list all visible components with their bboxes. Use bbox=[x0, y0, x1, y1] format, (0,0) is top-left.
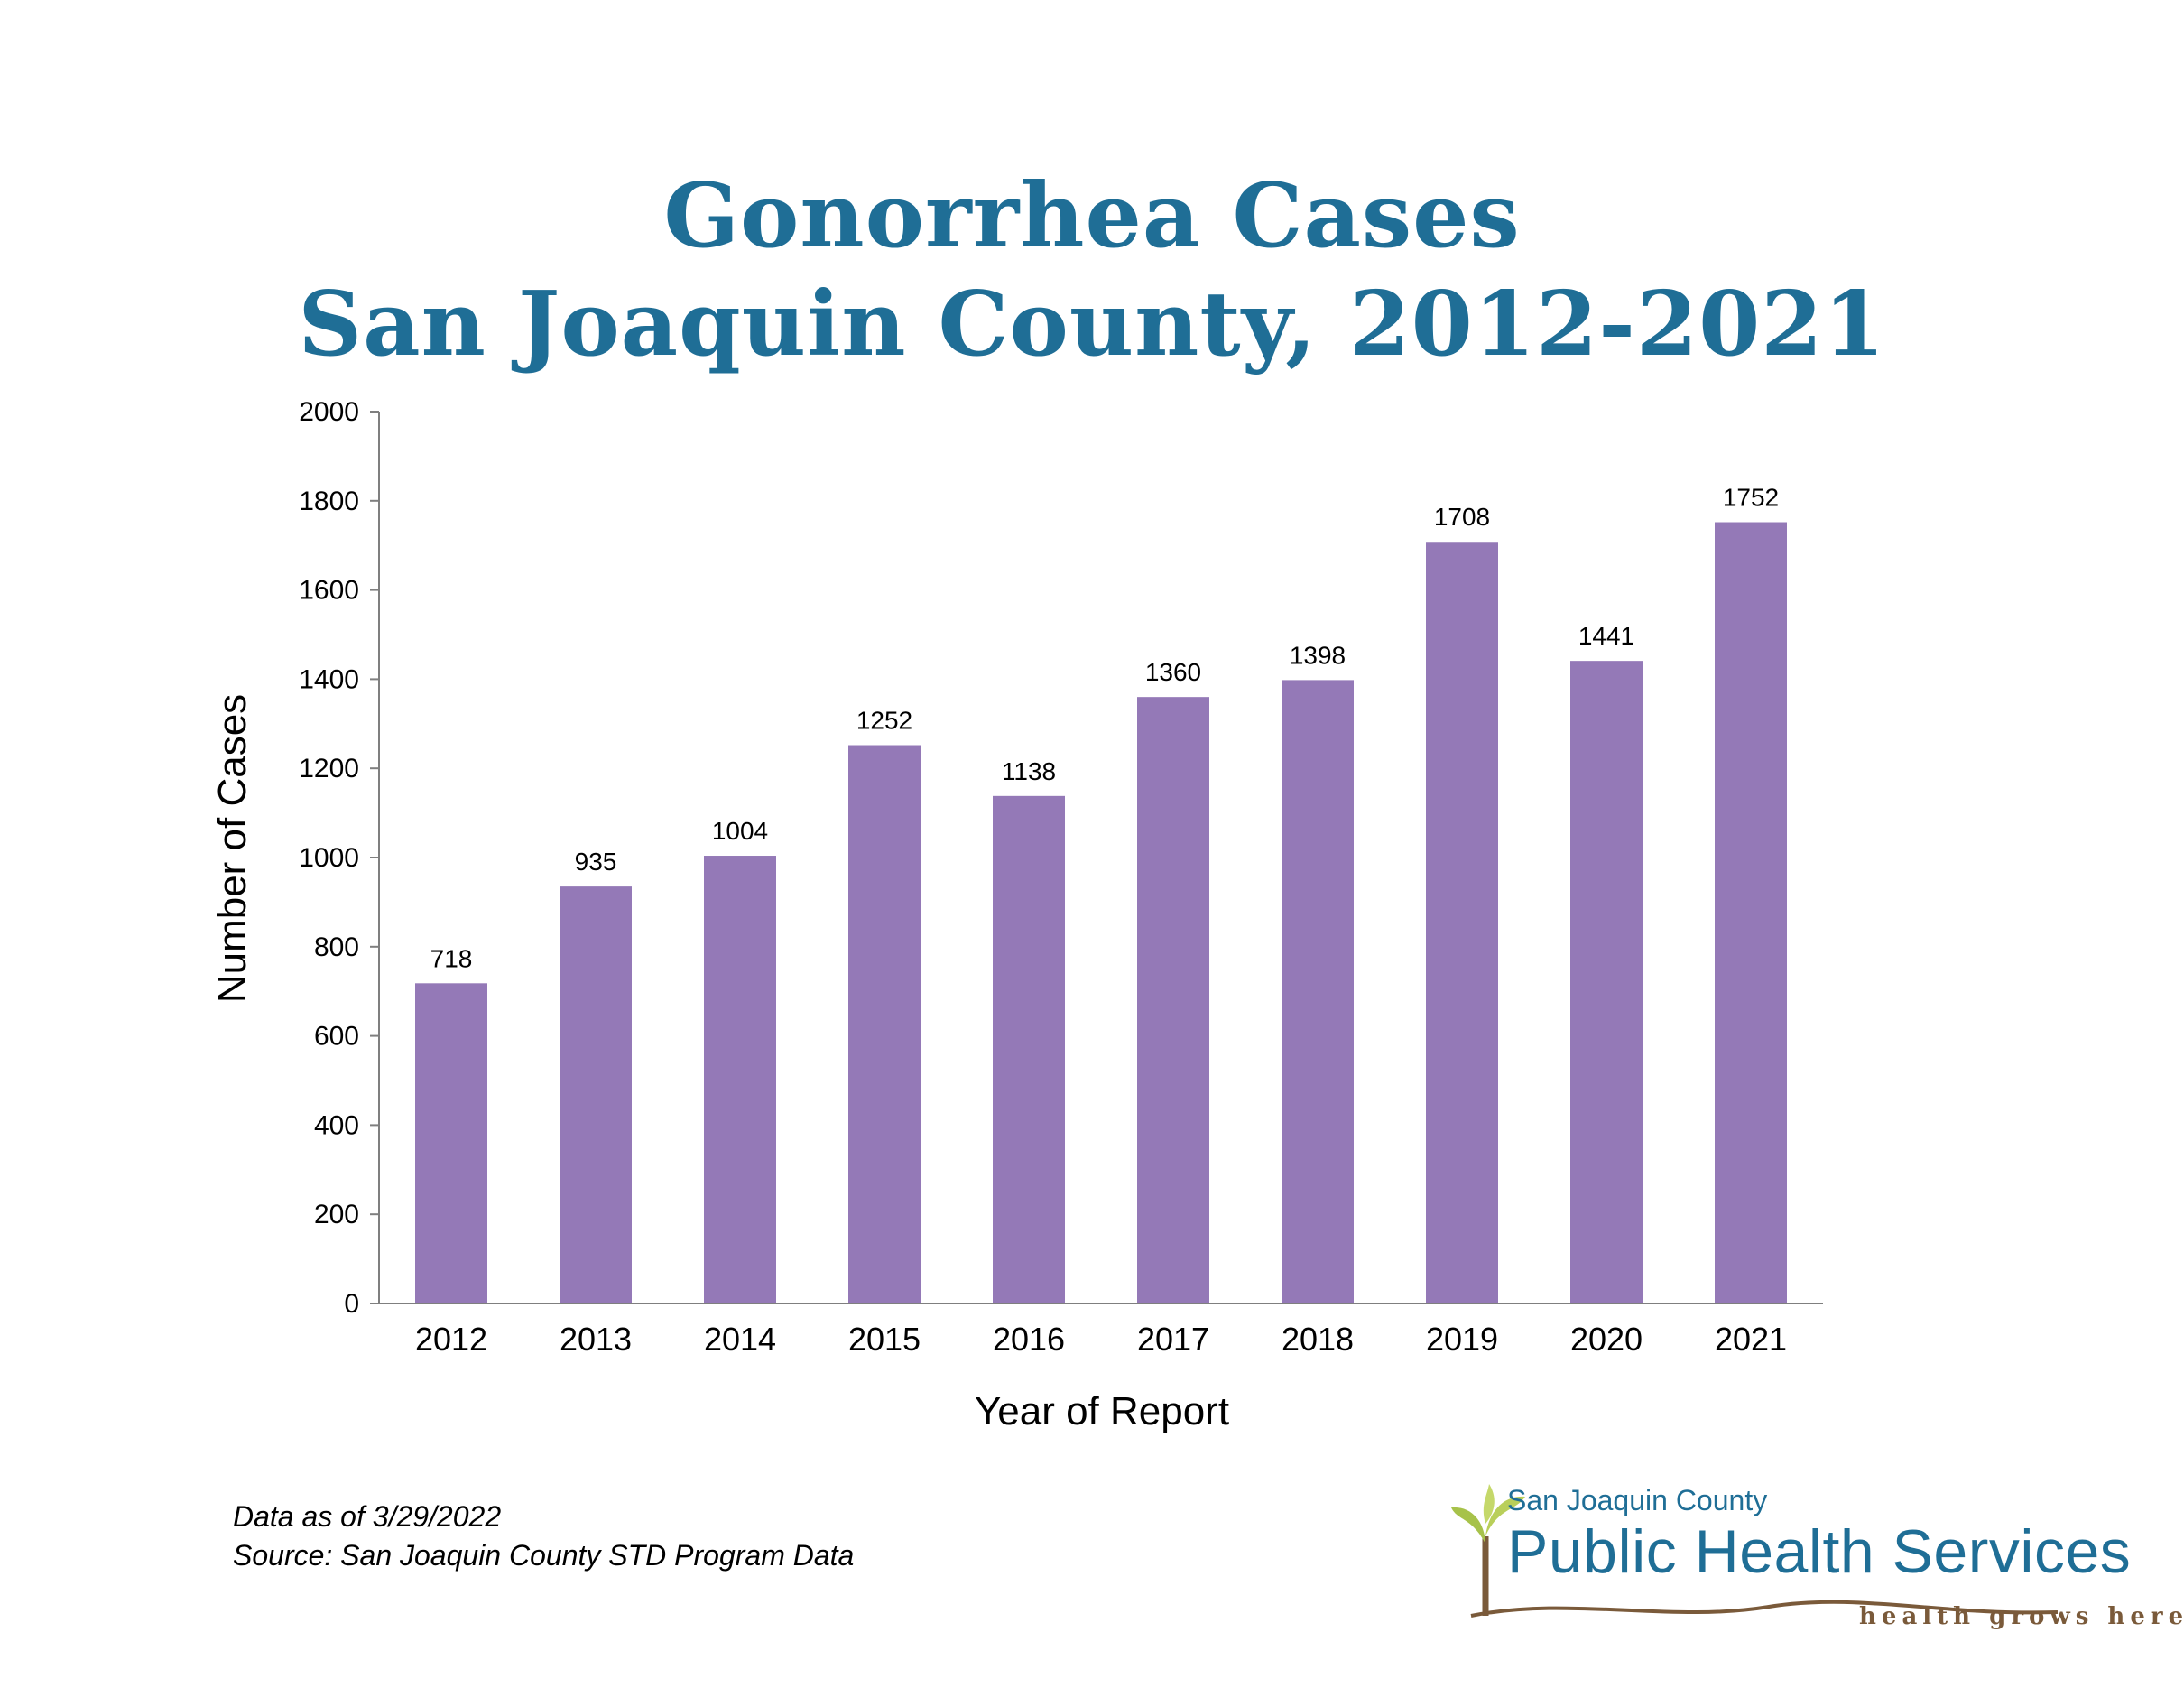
y-axis-ticks: 0 200 400 600 800 1000 1200 1400 1600 1800 2000 bbox=[299, 397, 379, 1319]
y-tick-label: 200 bbox=[314, 1200, 359, 1229]
logo-county-text: San Joaquin County bbox=[1507, 1484, 1768, 1516]
data-label-2015: 1252 bbox=[856, 707, 912, 735]
y-tick-label: 1400 bbox=[299, 664, 359, 694]
sprout-icon bbox=[1451, 1484, 2059, 1618]
data-label-2012: 718 bbox=[430, 944, 473, 972]
y-tick-label: 1200 bbox=[299, 754, 359, 784]
x-axis-title: Year of Report bbox=[975, 1389, 1229, 1433]
x-tick-label-2012: 2012 bbox=[415, 1321, 487, 1358]
logo-tagline: health grows here bbox=[1859, 1603, 2184, 1630]
x-axis-ticks: 2012 2013 2014 2015 2016 2017 2018 2019 2020 2021 bbox=[415, 1321, 1787, 1358]
bars bbox=[415, 522, 1787, 1303]
data-label-2017: 1360 bbox=[1145, 658, 1201, 686]
y-tick-label: 1000 bbox=[299, 843, 359, 873]
logo-main-text: Public Health Services bbox=[1507, 1517, 2132, 1586]
y-tick-label: 800 bbox=[314, 932, 359, 962]
bar-2016 bbox=[993, 795, 1065, 1303]
bar-2020 bbox=[1570, 661, 1643, 1303]
data-label-2014: 1004 bbox=[712, 817, 768, 845]
y-axis-title: Number of Cases bbox=[210, 694, 254, 1003]
x-tick-label-2019: 2019 bbox=[1426, 1321, 1498, 1358]
data-label-2018: 1398 bbox=[1290, 641, 1346, 669]
data-date-note: Data as of 3/29/2022 bbox=[233, 1500, 502, 1533]
x-tick-label-2016: 2016 bbox=[993, 1321, 1065, 1358]
public-health-logo: San Joaquin County Public Health Service… bbox=[1435, 1480, 2183, 1643]
data-label-2019: 1708 bbox=[1434, 503, 1490, 531]
bar-2017 bbox=[1137, 697, 1209, 1303]
chart-title-line-1: Gonorrhea Cases bbox=[663, 164, 1521, 268]
bar-2018 bbox=[1282, 680, 1354, 1303]
data-label-2020: 1441 bbox=[1578, 622, 1634, 650]
data-labels: 718 935 1004 1252 1138 1360 1398 1708 1441 1752 bbox=[430, 484, 1780, 973]
source-note: Source: San Joaquin County STD Program D… bbox=[233, 1539, 855, 1572]
x-tick-label-2013: 2013 bbox=[560, 1321, 632, 1358]
bar-2021 bbox=[1715, 522, 1787, 1303]
data-label-2013: 935 bbox=[575, 848, 617, 876]
chart-title: Gonorrhea Cases San Joaquin County, 2012… bbox=[0, 162, 2184, 379]
y-tick-label: 1600 bbox=[299, 576, 359, 606]
bar-2015 bbox=[848, 745, 921, 1303]
x-tick-label-2014: 2014 bbox=[704, 1321, 776, 1358]
y-tick-label: 0 bbox=[344, 1289, 359, 1319]
data-label-2021: 1752 bbox=[1723, 484, 1779, 512]
x-tick-label-2021: 2021 bbox=[1715, 1321, 1787, 1358]
bar-2019 bbox=[1426, 542, 1498, 1303]
y-tick-label: 1800 bbox=[299, 487, 359, 516]
x-tick-label-2017: 2017 bbox=[1137, 1321, 1209, 1358]
data-label-2016: 1138 bbox=[1002, 757, 1056, 785]
bar-2014 bbox=[704, 856, 776, 1303]
chart-title-line-2: San Joaquin County, 2012-2021 bbox=[298, 273, 1886, 376]
y-tick-label: 400 bbox=[314, 1110, 359, 1140]
bar-2012 bbox=[415, 983, 487, 1303]
y-tick-label: 600 bbox=[314, 1022, 359, 1052]
y-tick-label: 2000 bbox=[299, 397, 359, 427]
bar-2013 bbox=[560, 886, 632, 1303]
x-tick-label-2020: 2020 bbox=[1570, 1321, 1643, 1358]
x-tick-label-2015: 2015 bbox=[848, 1321, 921, 1358]
x-tick-label-2018: 2018 bbox=[1282, 1321, 1354, 1358]
